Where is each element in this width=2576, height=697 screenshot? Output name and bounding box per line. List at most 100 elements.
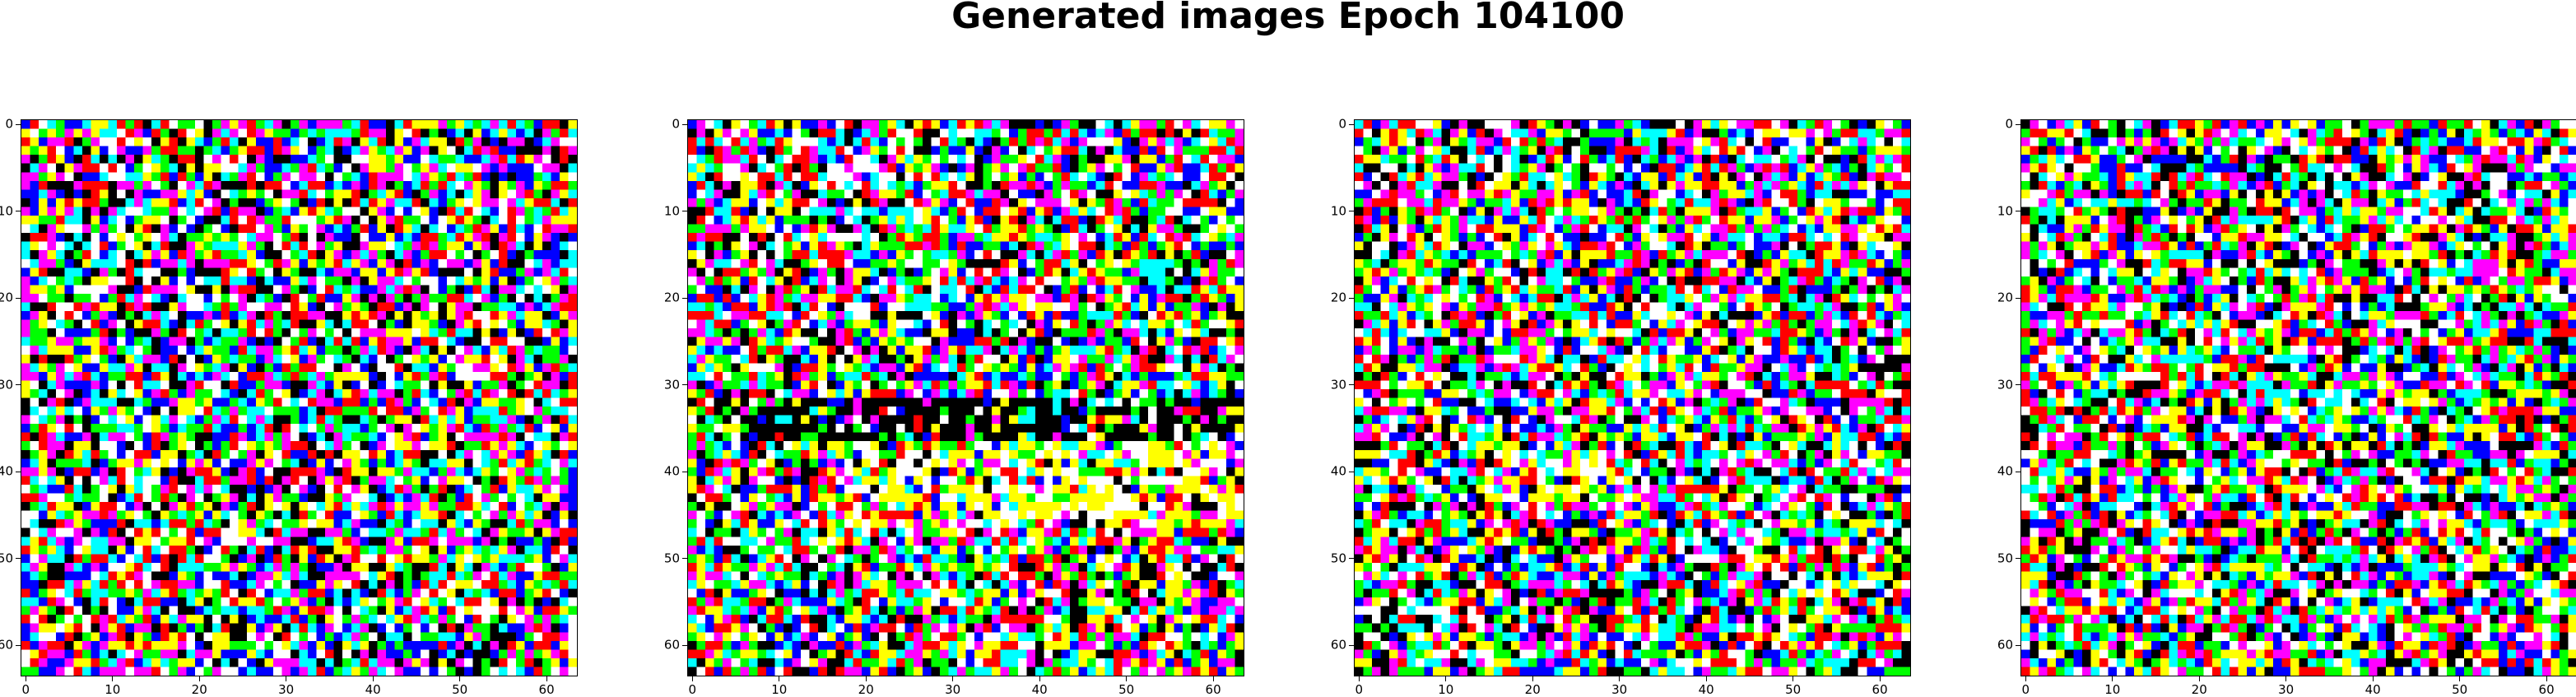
y-tick-label: 0 xyxy=(2005,116,2013,132)
x-tick-mark xyxy=(2112,676,2113,681)
y-tick-mark xyxy=(1349,297,1355,299)
generated-image-3 xyxy=(1355,120,1910,676)
x-tick-label: 0 xyxy=(688,682,697,697)
generated-image-4 xyxy=(2021,120,2576,676)
x-tick-mark xyxy=(2025,676,2026,681)
x-tick-label: 40 xyxy=(2364,682,2381,697)
x-tick-label: 30 xyxy=(2278,682,2295,697)
y-tick-mark xyxy=(16,558,21,560)
x-tick-mark xyxy=(2285,676,2287,681)
x-tick-label: 10 xyxy=(105,682,121,697)
y-tick-mark xyxy=(16,644,21,646)
x-tick-mark xyxy=(865,676,867,681)
x-tick-label: 50 xyxy=(452,682,468,697)
y-tick-label: 10 xyxy=(1997,203,2013,219)
y-tick-label: 60 xyxy=(0,637,13,653)
x-tick-mark xyxy=(2459,676,2461,681)
x-tick-label: 40 xyxy=(1698,682,1714,697)
x-tick-label: 50 xyxy=(1118,682,1135,697)
y-tick-label: 40 xyxy=(1330,463,1346,479)
x-tick-label: 50 xyxy=(2452,682,2468,697)
x-tick-mark xyxy=(372,676,374,681)
x-tick-mark xyxy=(1879,676,1881,681)
x-tick-mark xyxy=(1532,676,1533,681)
y-tick-label: 30 xyxy=(1997,377,2013,393)
y-tick-label: 50 xyxy=(1330,551,1346,566)
x-tick-label: 30 xyxy=(278,682,295,697)
x-tick-mark xyxy=(1705,676,1707,681)
x-tick-mark xyxy=(546,676,547,681)
x-tick-mark xyxy=(1126,676,1128,681)
x-tick-label: 10 xyxy=(1438,682,1454,697)
y-tick-label: 0 xyxy=(672,116,680,132)
y-tick-label: 10 xyxy=(0,203,13,219)
y-tick-label: 20 xyxy=(663,290,680,305)
y-tick-mark xyxy=(682,384,688,386)
y-tick-mark xyxy=(16,297,21,299)
generated-image-panel-3: 0 10 20 30 40 50 60 0 10 20 30 40 50 60 xyxy=(1331,118,1911,696)
x-tick-label: 60 xyxy=(1205,682,1221,697)
x-tick-label: 10 xyxy=(771,682,788,697)
x-tick-mark xyxy=(1212,676,1214,681)
x-tick-label: 20 xyxy=(858,682,874,697)
y-tick-label: 10 xyxy=(663,203,680,219)
generated-image-panel-4: 0 10 20 30 40 50 60 0 10 20 30 40 50 60 xyxy=(1997,118,2576,696)
x-tick-label: 0 xyxy=(2021,682,2030,697)
x-tick-mark xyxy=(2198,676,2200,681)
y-tick-mark xyxy=(682,644,688,646)
y-tick-label: 20 xyxy=(1330,290,1346,305)
x-tick-mark xyxy=(1039,676,1040,681)
figure-title: Generated images Epoch 104100 xyxy=(951,0,1625,37)
x-tick-mark xyxy=(198,676,200,681)
x-tick-label: 30 xyxy=(945,682,961,697)
x-tick-label: 0 xyxy=(1355,682,1364,697)
y-tick-mark xyxy=(2016,558,2021,560)
y-tick-label: 10 xyxy=(1330,203,1346,219)
y-tick-mark xyxy=(2016,644,2021,646)
y-tick-label: 30 xyxy=(0,377,13,393)
y-tick-mark xyxy=(1349,384,1355,386)
y-tick-label: 60 xyxy=(1330,637,1346,653)
x-tick-label: 10 xyxy=(2104,682,2121,697)
y-tick-label: 50 xyxy=(0,551,13,566)
y-tick-mark xyxy=(1349,644,1355,646)
y-tick-mark xyxy=(682,123,688,125)
y-tick-label: 60 xyxy=(663,637,680,653)
generated-image-2 xyxy=(688,120,1244,676)
x-tick-label: 60 xyxy=(538,682,555,697)
x-tick-mark xyxy=(2546,676,2547,681)
x-tick-label: 20 xyxy=(2191,682,2207,697)
x-tick-label: 0 xyxy=(21,682,30,697)
y-tick-mark xyxy=(16,123,21,125)
x-tick-label: 20 xyxy=(191,682,207,697)
x-tick-mark xyxy=(952,676,954,681)
generated-image-panel-2: 0 10 20 30 40 50 60 0 10 20 30 40 50 60 xyxy=(664,118,1244,696)
y-tick-mark xyxy=(1349,558,1355,560)
y-tick-label: 60 xyxy=(1997,637,2013,653)
y-tick-mark xyxy=(2016,384,2021,386)
y-tick-label: 40 xyxy=(663,463,680,479)
x-tick-label: 30 xyxy=(1611,682,1628,697)
generated-image-panel-1: 0 10 20 30 40 50 60 0 10 20 30 40 50 60 xyxy=(0,118,578,696)
x-tick-label: 60 xyxy=(2538,682,2555,697)
x-tick-label: 60 xyxy=(1872,682,1888,697)
y-tick-mark xyxy=(2016,123,2021,125)
y-tick-label: 20 xyxy=(0,290,13,305)
y-tick-label: 30 xyxy=(663,377,680,393)
y-tick-label: 0 xyxy=(5,116,13,132)
x-tick-mark xyxy=(2372,676,2374,681)
x-tick-mark xyxy=(1619,676,1620,681)
y-tick-mark xyxy=(1349,123,1355,125)
y-tick-label: 50 xyxy=(663,551,680,566)
x-tick-mark xyxy=(691,676,693,681)
x-tick-label: 40 xyxy=(1031,682,1048,697)
y-tick-label: 40 xyxy=(0,463,13,479)
x-tick-mark xyxy=(112,676,114,681)
y-tick-mark xyxy=(682,297,688,299)
y-tick-label: 50 xyxy=(1997,551,2013,566)
y-tick-label: 20 xyxy=(1997,290,2013,305)
y-tick-label: 30 xyxy=(1330,377,1346,393)
generated-image-1 xyxy=(21,120,577,676)
x-tick-mark xyxy=(459,676,461,681)
x-tick-label: 50 xyxy=(1785,682,1802,697)
